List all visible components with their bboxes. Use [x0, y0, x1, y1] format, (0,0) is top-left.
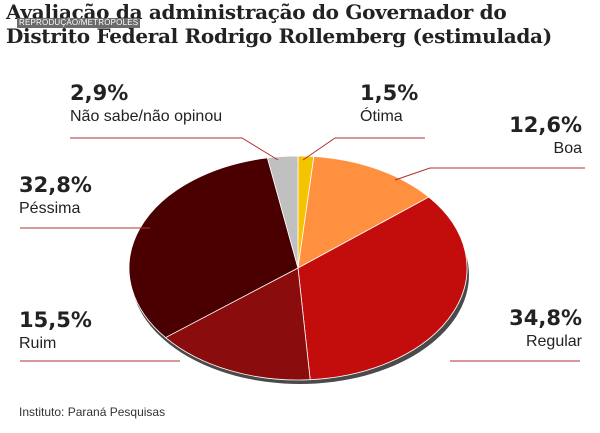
- label-boa-value: 12,6%: [509, 113, 582, 137]
- pie-slice-boa: [297, 156, 430, 269]
- pie-slice-ruim: [164, 267, 311, 381]
- label-ruim-value: 15,5%: [19, 308, 92, 332]
- label-pessima-value: 32,8%: [19, 173, 92, 197]
- leader-line-nao-sabe: [70, 137, 279, 161]
- label-pessima: 32,8% Péssima: [19, 172, 92, 220]
- label-nao-sabe-value: 2,9%: [70, 81, 129, 105]
- source-note: Instituto: Paraná Pesquisas: [19, 405, 166, 419]
- label-regular: 34,8% Regular: [470, 305, 582, 353]
- label-otima-value: 1,5%: [360, 81, 419, 105]
- label-regular-value: 34,8%: [509, 306, 582, 330]
- photo-credit: REPRODUÇÃO/METRÓPOLES: [17, 18, 141, 28]
- label-boa: 12,6% Boa: [470, 112, 582, 160]
- pie-slices: [128, 155, 468, 381]
- label-ruim-name: Ruim: [19, 335, 57, 352]
- label-nao-sabe: 2,9% Não sabe/não opinou: [70, 80, 222, 128]
- pie-slice-nao-sabe-nao-opinou: [266, 155, 299, 269]
- label-otima-name: Ótima: [360, 108, 403, 125]
- label-pessima-name: Péssima: [19, 200, 81, 217]
- label-regular-name: Regular: [525, 333, 582, 350]
- label-ruim: 15,5% Ruim: [19, 307, 92, 355]
- leader-lines: [20, 137, 585, 362]
- pie-slice-regular: [297, 196, 468, 381]
- pie-slice-pessima: [128, 157, 299, 339]
- leader-line-boa: [394, 167, 585, 181]
- label-otima: 1,5% Ótima: [360, 80, 418, 128]
- leader-line-otima: [302, 137, 425, 161]
- label-boa-name: Boa: [553, 140, 582, 157]
- label-nao-sabe-name: Não sabe/não opinou: [70, 108, 223, 125]
